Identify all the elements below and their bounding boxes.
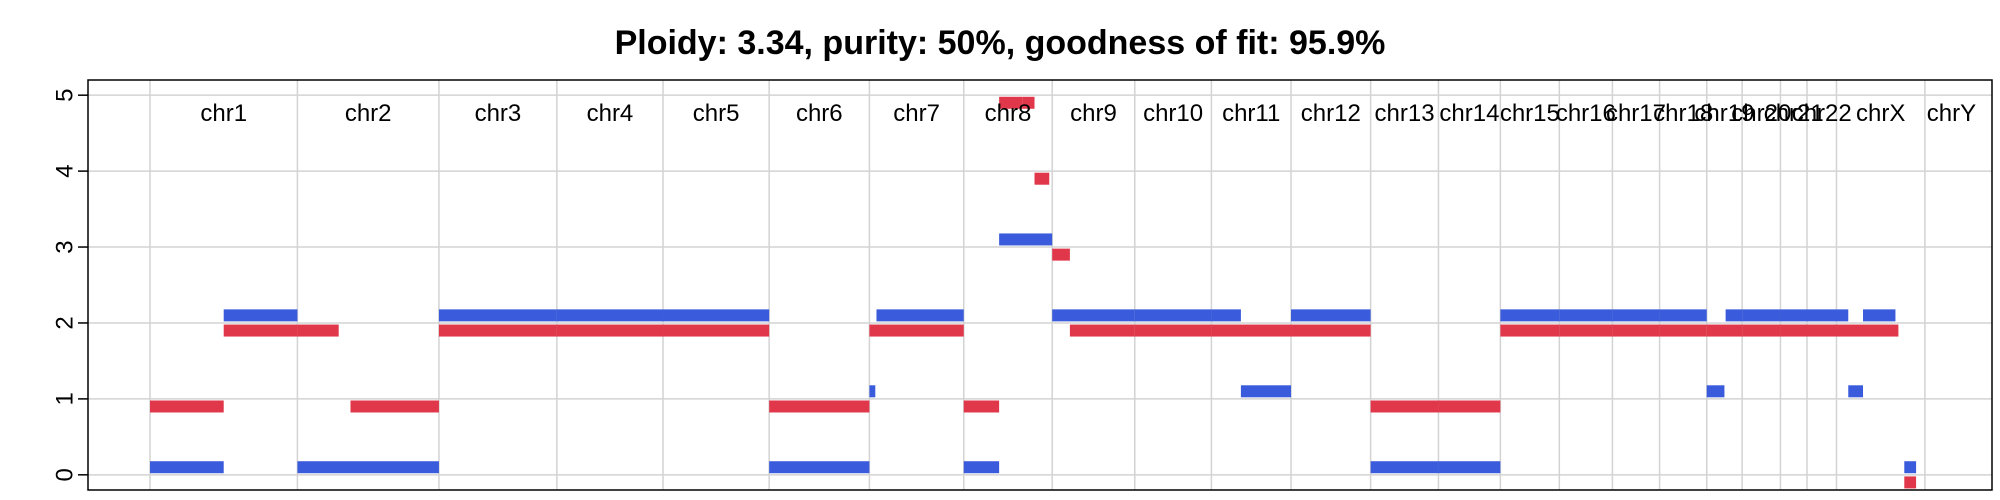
chromosome-label: chr10 [1143,100,1203,127]
segment-series-1 [1559,324,1613,337]
segment-series-0 [556,309,664,322]
segment-series-0 [1806,309,1837,322]
chromosome-label: chr8 [985,100,1032,127]
segment-series-0 [1863,309,1896,322]
y-tick-label: 4 [51,164,78,177]
y-tick-label: 2 [51,316,78,329]
segment-series-1 [963,400,1000,413]
chromosome-label: chrY [1927,100,1976,127]
segment-series-1 [1211,324,1292,337]
segment-series-1 [150,400,224,413]
y-axis: 0 1 2 3 4 5 [51,89,88,481]
chromosome-label: chr17 [1606,100,1666,127]
chromosome-label: chr11 [1222,100,1280,127]
segment-series-0 [1438,461,1501,474]
segment-series-0 [1134,309,1212,322]
segment-series-1 [1806,324,1837,337]
segment-series-0 [297,461,351,474]
y-tick-label: 0 [51,468,78,481]
chromosome-label: chr2 [345,100,392,127]
segment-series-0 [1659,309,1707,322]
chart-title: Ploidy: 3.34, purity: 50%, goodness of f… [615,24,1386,62]
grid-lines [88,80,1992,490]
chromosome-label: chr3 [475,100,522,127]
segment-series-0 [1780,309,1807,322]
chromosome-label: chr12 [1301,100,1361,127]
segment-series-1 [1438,400,1501,413]
segment-series-1 [438,324,557,337]
segment-series-0 [1706,385,1725,398]
chromosome-label: chr20 [1731,100,1791,127]
segment-series-1 [350,400,439,413]
plot-frame [87,79,1993,491]
segment-series-0 [1725,309,1743,322]
segment-series-0 [876,309,964,322]
chromosome-label: chr9 [1070,100,1117,127]
chromosome-label: chr22 [1792,100,1852,127]
segment-series-0 [963,461,1000,474]
segment-series-0 [1052,309,1135,322]
segment-series-0 [1211,309,1241,322]
segment-series-0 [150,461,224,474]
segment-series-0 [350,461,439,474]
segment-series-1 [769,400,870,413]
chromosome-label: chr13 [1375,100,1435,127]
chromosome-label: chr14 [1439,100,1499,127]
segment-series-1 [1780,324,1807,337]
segment-series-1 [1742,324,1781,337]
chromosome-label: chr21 [1764,100,1824,127]
segment-series-0 [1240,385,1292,398]
segment-series-1 [1659,324,1707,337]
chromosome-label: chr4 [587,100,634,127]
segment-series-1 [1612,324,1660,337]
y-tick-label: 3 [51,240,78,253]
segment-series-1 [1069,324,1135,337]
segment-series-0 [663,309,770,322]
y-tick-label: 1 [51,392,78,405]
segment-series-1 [869,324,964,337]
chromosome-label: chr1 [200,100,247,127]
segment-series-0 [438,309,557,322]
segment-series-1 [297,324,339,337]
chromosome-label: chr5 [693,100,740,127]
chromosome-label: chr16 [1556,100,1616,127]
segment-series-0 [1612,309,1660,322]
segment-series-1 [1291,324,1371,337]
chromosome-label: chr15 [1500,100,1560,127]
chromosome-label: chr18 [1653,100,1713,127]
segment-series-0 [869,385,876,398]
chromosome-label: chrX [1856,100,1905,127]
segment-series-1 [1836,324,1899,337]
segment-series-0 [1291,309,1371,322]
segment-series-0 [223,309,298,322]
segment-series-0 [1904,461,1917,474]
segment-series-0 [1848,385,1864,398]
segment-series-1 [1052,248,1070,261]
segment-series-0 [1500,309,1560,322]
chromosome-label: chr7 [893,100,940,127]
segment-series-1 [1370,400,1439,413]
chromosome-label: chr19 [1694,100,1754,127]
segment-series-1 [1034,172,1050,185]
segment-series-1 [556,324,664,337]
segment-series-1 [1134,324,1212,337]
segment-series-0 [999,233,1053,246]
segment-series-0 [1742,309,1781,322]
segment-series-1 [1500,324,1560,337]
segment-series-0 [1836,309,1849,322]
y-tick-label: 5 [51,89,78,102]
segment-series-1 [1904,476,1917,489]
segment-series-1 [663,324,770,337]
segment-series-1 [1022,96,1035,109]
segment-series-0 [1370,461,1439,474]
chromosome-label: chr6 [796,100,843,127]
segments-layer [150,96,1917,489]
segment-series-0 [1559,309,1613,322]
chromosome-labels: chr1 chr2 chr3 chr4 chr5 chr6 chr7 chr8 chr9 chr1… [200,100,1976,127]
segment-series-1 [999,96,1023,109]
segment-series-1 [1706,324,1743,337]
segment-series-1 [223,324,298,337]
segment-series-0 [769,461,870,474]
